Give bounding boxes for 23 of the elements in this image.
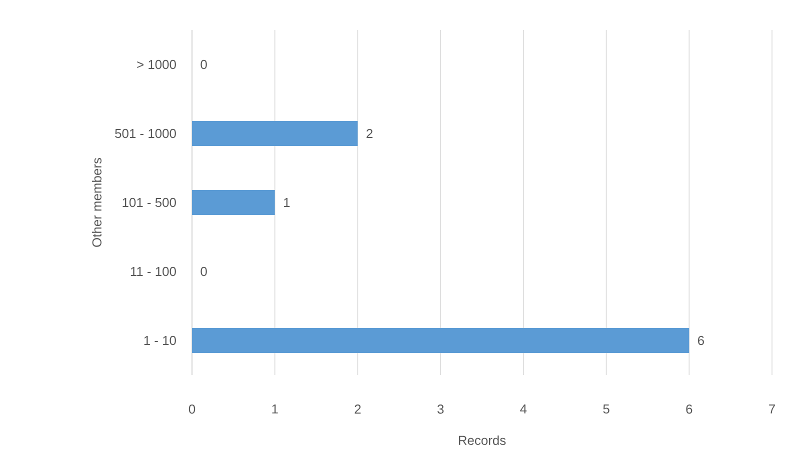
y-tick-label: 501 - 1000 xyxy=(115,128,176,138)
x-tick-label: 4 xyxy=(520,404,527,414)
bar xyxy=(192,328,690,354)
y-tick-label: 1 - 10 xyxy=(144,336,176,346)
y-tick-label: 101 - 500 xyxy=(122,198,176,208)
data-label: 0 xyxy=(200,60,207,70)
data-label: 0 xyxy=(200,266,207,276)
x-tick-label: 0 xyxy=(188,404,196,414)
y-axis-title: Other members xyxy=(92,158,102,247)
y-tick-label: 11 - 100 xyxy=(130,266,176,276)
x-tick-label: 6 xyxy=(686,404,692,414)
x-tick-label: 2 xyxy=(354,404,361,414)
x-tick-label: 1 xyxy=(272,404,278,414)
bar xyxy=(192,190,275,216)
x-tick-label: 3 xyxy=(437,404,444,414)
data-label: 6 xyxy=(698,336,704,346)
x-axis-title: Records xyxy=(458,435,506,445)
data-label: 1 xyxy=(284,198,290,207)
y-tick-label: > 1000 xyxy=(137,60,176,70)
bar xyxy=(192,121,358,146)
data-label: 2 xyxy=(366,128,372,138)
x-tick-label: 7 xyxy=(769,404,775,414)
x-tick-label: 5 xyxy=(603,404,610,414)
